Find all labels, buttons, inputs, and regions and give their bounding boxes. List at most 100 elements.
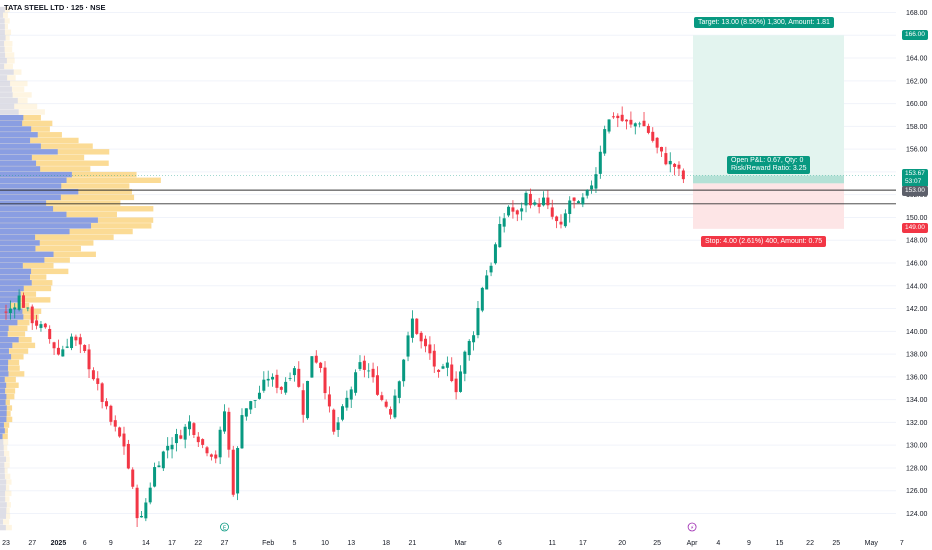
candle-body (415, 318, 419, 334)
volume-profile-sell (0, 365, 20, 371)
candle-body (485, 275, 489, 290)
volume-profile-buy (0, 274, 30, 280)
x-tick-label: 25 (653, 540, 661, 547)
y-tick-label: 146.00 (906, 261, 928, 268)
candle-body (389, 409, 393, 415)
candle-body (30, 306, 34, 324)
volume-profile-buy (0, 12, 4, 18)
candle-body (572, 197, 576, 201)
volume-profile-sell (0, 456, 10, 462)
chart-title: TATA STEEL LTD · 125 · NSE (4, 3, 106, 12)
volume-profile-buy (0, 58, 7, 64)
y-tick-label: 136.00 (906, 374, 928, 381)
volume-profile-sell (0, 422, 10, 428)
candle-body (406, 335, 410, 357)
candle-body (266, 378, 270, 381)
stop-zone (693, 183, 844, 229)
volume-profile-sell (0, 450, 10, 457)
candle-body (550, 207, 554, 217)
volume-profile-sell (0, 40, 13, 47)
volume-profile-buy (0, 450, 5, 457)
candle-body (340, 406, 344, 420)
candle-body (428, 344, 432, 354)
volume-profile-buy (0, 268, 32, 275)
candle-body (594, 174, 598, 189)
candle-body (78, 337, 82, 345)
volume-profile-sell (0, 177, 161, 183)
candle-body (533, 202, 537, 205)
volume-profile-buy (0, 342, 13, 349)
volume-profile-buy (0, 257, 45, 263)
candle-body (603, 129, 607, 154)
candle-body (380, 395, 384, 400)
volume-profile-sell (0, 496, 10, 502)
volume-profile-sell (0, 120, 53, 127)
x-tick-label: Feb (262, 540, 274, 547)
risk-reward-text: Risk/Reward Ratio: 3.25 (731, 165, 807, 172)
y-tick-label: 144.00 (906, 283, 928, 290)
candle-body (201, 439, 205, 445)
volume-profile-buy (0, 439, 4, 445)
volume-profile-buy (0, 354, 12, 360)
candle-body (170, 444, 174, 450)
volume-profile-sell (0, 240, 94, 246)
candle-body (297, 368, 301, 387)
y-tick-label: 148.00 (906, 238, 928, 245)
volume-profile-buy (0, 382, 7, 388)
candle-body (332, 409, 336, 432)
candle-body (520, 208, 524, 212)
volume-profile-buy (0, 399, 6, 406)
volume-profile-sell (0, 12, 8, 18)
candle-body (262, 379, 266, 391)
bar-countdown: 53:07 (905, 178, 922, 185)
y-tick-label: 156.00 (906, 147, 928, 154)
candle-body (673, 163, 677, 167)
volume-profile-sell (0, 234, 114, 240)
candle-body (314, 355, 318, 363)
volume-profile-buy (0, 240, 40, 246)
candle-body (271, 376, 275, 380)
candle-body (13, 307, 17, 310)
candle-body (70, 336, 74, 349)
volume-profile-buy (0, 29, 5, 35)
volume-profile-buy (0, 188, 79, 195)
volume-profile-sell (0, 75, 16, 81)
volume-profile-sell (0, 513, 11, 519)
volume-profile-buy (0, 63, 5, 70)
y-tick-label: 128.00 (906, 465, 928, 472)
volume-profile-buy (0, 285, 24, 292)
x-tick-label: 15 (776, 540, 784, 547)
candle-body (677, 164, 681, 169)
candle-body (17, 295, 21, 310)
volume-profile-sell (0, 285, 52, 292)
x-tick-label: 6 (498, 540, 502, 547)
candle-body (458, 371, 462, 392)
candle-body (310, 356, 314, 378)
candle-body (397, 381, 401, 398)
volume-profile-sell (0, 354, 24, 360)
candle-body (257, 392, 261, 399)
volume-profile-buy (0, 462, 5, 468)
volume-profile-buy (0, 519, 4, 525)
candle-body (489, 265, 493, 273)
volume-profile-buy (0, 149, 58, 155)
volume-profile-sell (0, 109, 45, 115)
x-tick-label: 18 (382, 540, 390, 547)
x-tick-label: 14 (142, 540, 150, 547)
candle-body (345, 397, 349, 408)
candle-body (231, 449, 235, 495)
volume-profile-buy (0, 490, 6, 497)
candle-body (598, 151, 602, 174)
candle-body (537, 203, 541, 207)
candle-body (607, 119, 611, 132)
volume-profile-buy (0, 103, 15, 109)
candle-body (91, 370, 95, 380)
y-tick-label: 134.00 (906, 397, 928, 404)
candle-body (192, 423, 196, 435)
candle-body (454, 378, 458, 393)
volume-profile-sell (0, 342, 36, 349)
candle-body (8, 308, 12, 314)
volume-profile-buy (0, 40, 5, 47)
volume-profile-sell (0, 160, 109, 166)
